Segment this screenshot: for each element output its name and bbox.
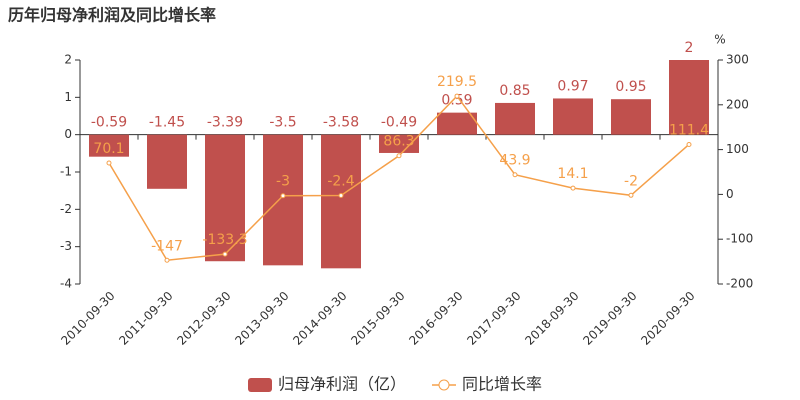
line-value-label: 70.1 <box>93 141 124 157</box>
bar-value-label: 0.97 <box>557 78 588 94</box>
line-value-label: -3 <box>276 174 290 190</box>
bar-value-label: -0.49 <box>381 115 417 131</box>
line-point <box>280 193 286 199</box>
line-point <box>512 172 518 178</box>
bar <box>379 134 419 153</box>
y-tick-label: -2 <box>60 202 72 216</box>
bar-value-label: -3.39 <box>207 115 243 131</box>
y-tick-label: -3 <box>60 239 72 253</box>
x-tick-label: 2010-09-30 <box>58 289 117 348</box>
line-point <box>686 141 692 147</box>
chart-title: 历年归母净利润及同比增长率 <box>8 6 216 25</box>
x-tick-label: 2017-09-30 <box>464 289 523 348</box>
x-tick-label: 2014-09-30 <box>290 289 349 348</box>
x-tick-label: 2013-09-30 <box>232 289 291 348</box>
x-tick-label: 2018-09-30 <box>522 289 581 348</box>
line-point <box>164 257 170 263</box>
line-value-label: -2 <box>624 173 638 189</box>
y2-tick-label: 300 <box>726 53 749 67</box>
bar-value-label: -3.5 <box>269 115 296 131</box>
line-point <box>454 93 460 99</box>
line-point <box>338 192 344 198</box>
line-value-label: -133.3 <box>202 232 247 248</box>
line-value-label: 219.5 <box>437 74 477 90</box>
line-point <box>396 153 402 159</box>
legend-swatch <box>248 378 272 392</box>
bar <box>263 134 303 266</box>
bar-value-label: 0.85 <box>499 83 530 99</box>
bar-value-label: 0.95 <box>615 79 646 95</box>
bar <box>89 134 129 157</box>
line-value-label: -147 <box>151 238 183 254</box>
legend-swatch <box>438 379 450 391</box>
x-tick-label: 2011-09-30 <box>116 289 175 348</box>
bar <box>495 102 535 135</box>
line-value-label: 86.3 <box>383 134 414 150</box>
bar <box>147 134 187 189</box>
y2-tick-label: 200 <box>726 97 749 111</box>
bar <box>669 60 709 135</box>
line-point <box>570 185 576 191</box>
line-point <box>222 251 228 257</box>
y2-tick-label: 100 <box>726 142 749 156</box>
y2-unit: % <box>714 33 725 47</box>
x-tick-label: 2015-09-30 <box>348 289 407 348</box>
line-point <box>106 160 112 166</box>
y2-tick-label: -200 <box>726 277 753 291</box>
y2-tick-label: 0 <box>726 187 734 201</box>
bar-value-label: -3.58 <box>323 115 359 131</box>
legend-label: 归母净利润（亿） <box>278 375 406 394</box>
bar-value-label: 2 <box>685 40 694 56</box>
line-value-label: 43.9 <box>499 153 530 169</box>
line-value-label: 111.4 <box>669 122 709 138</box>
x-tick-label: 2016-09-30 <box>406 289 465 348</box>
x-tick-label: 2020-09-30 <box>638 289 697 348</box>
y2-tick-label: -100 <box>726 232 753 246</box>
bar <box>437 112 477 135</box>
x-tick-label: 2019-09-30 <box>580 289 639 348</box>
line-value-label: -2.4 <box>327 173 354 189</box>
bar <box>553 98 593 135</box>
y-tick-label: -4 <box>60 277 72 291</box>
bar <box>321 134 361 269</box>
y-tick-label: -1 <box>60 165 72 179</box>
line-value-label: 14.1 <box>557 166 588 182</box>
line-point <box>628 192 634 198</box>
bar-value-label: -0.59 <box>91 115 127 131</box>
y-tick-label: 0 <box>64 127 72 141</box>
legend-label: 同比增长率 <box>462 375 542 394</box>
x-tick-label: 2012-09-30 <box>174 289 233 348</box>
bar-value-label: -1.45 <box>149 115 185 131</box>
y-tick-label: 1 <box>64 90 72 104</box>
bar <box>611 99 651 135</box>
y-tick-label: 2 <box>64 53 72 67</box>
